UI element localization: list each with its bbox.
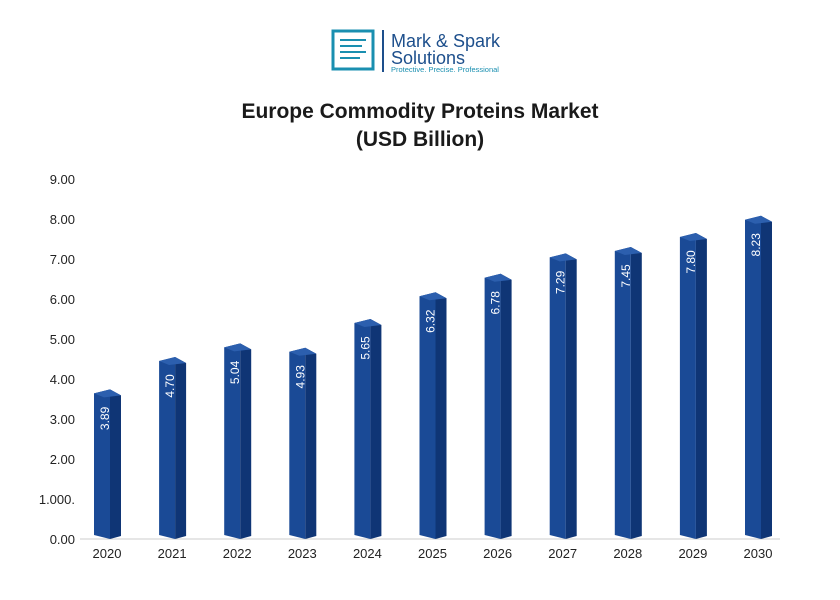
x-tick-label: 2021 (158, 546, 187, 561)
x-tick-label: 2024 (353, 546, 382, 561)
value-label: 4.70 (163, 374, 177, 398)
bar-top (224, 343, 252, 352)
bar-2024: 5.65 (354, 319, 382, 539)
bar-front (745, 215, 761, 540)
bar-front (289, 347, 306, 539)
y-tick-label: 2.00 (50, 452, 75, 467)
y-tick-label: 5.00 (50, 332, 75, 347)
bar-2030: 8.23 (745, 215, 772, 540)
value-label: 8.23 (749, 233, 763, 257)
x-tick-label: 2028 (613, 546, 642, 561)
logo-document-icon (331, 29, 375, 71)
bar-2028: 7.45 (614, 247, 642, 539)
y-tick-label: 3.00 (50, 412, 75, 427)
value-label: 4.93 (293, 365, 307, 389)
bar-side (565, 253, 577, 539)
value-label: 7.29 (554, 270, 568, 294)
bar-top (354, 319, 382, 327)
x-tick-label: 2020 (93, 546, 122, 561)
bar-front (679, 233, 696, 539)
bar-front (94, 389, 110, 539)
y-tick-label: 9.00 (50, 172, 75, 187)
bar-side (761, 215, 772, 540)
chart-title-line1: Europe Commodity Proteins Market (241, 100, 598, 123)
logo-line1: Mark & Spark (391, 31, 501, 51)
x-tick-label: 2025 (418, 546, 447, 561)
x-tick-label: 2030 (744, 546, 773, 561)
y-tick-label: 8.00 (50, 212, 75, 227)
x-tick-label: 2023 (288, 546, 317, 561)
bar-front (614, 247, 631, 539)
logo: Mark & Spark Solutions Protective. Preci… (331, 29, 501, 74)
bar-side (110, 389, 121, 539)
bar-side (435, 292, 447, 539)
bar-side (175, 357, 187, 539)
bar-front (484, 273, 501, 539)
bar-front (419, 292, 436, 539)
x-tick-label: 2027 (548, 546, 577, 561)
bar-side (500, 273, 512, 539)
bar-front (224, 343, 241, 539)
bar-top (614, 247, 642, 255)
chart-title-line2: (USD Billion) (356, 128, 484, 151)
bar-side (305, 347, 317, 539)
bar-top (419, 292, 447, 301)
value-label: 6.32 (424, 309, 438, 333)
bar-top (289, 347, 317, 356)
bar-side (695, 233, 707, 539)
bar-front (354, 319, 371, 539)
bar-2022: 5.04 (224, 343, 252, 539)
bar-2021: 4.70 (159, 357, 187, 539)
value-label: 5.65 (358, 336, 372, 360)
y-tick-label: 6.00 (50, 292, 75, 307)
value-label: 6.78 (489, 291, 503, 315)
bar-top (94, 389, 121, 398)
y-tick-label: 7.00 (50, 252, 75, 267)
y-tick-label: 1.000. (39, 492, 75, 507)
value-label: 7.45 (619, 264, 633, 288)
logo-line2: Solutions (391, 48, 465, 68)
bar-2020: 3.89 (94, 389, 121, 539)
bar-2027: 7.29 (549, 253, 577, 539)
bar-front (159, 357, 176, 539)
x-tick-label: 2026 (483, 546, 512, 561)
bar-side (240, 343, 252, 539)
bar-side (630, 247, 642, 539)
value-label: 5.04 (228, 360, 242, 384)
bar-2023: 4.93 (289, 347, 317, 539)
bar-top (484, 273, 512, 282)
y-tick-label: 4.00 (50, 372, 75, 387)
bar-top (549, 253, 577, 262)
x-tick-label: 2022 (223, 546, 252, 561)
x-tick-label: 2029 (678, 546, 707, 561)
logo-tagline: Protective. Precise. Professional (391, 65, 499, 74)
bar-top (745, 215, 772, 224)
bar-side (370, 319, 382, 539)
bar-top (159, 357, 187, 365)
bar-front (549, 253, 566, 539)
bar-2025: 6.32 (419, 292, 447, 539)
bar-top (679, 233, 707, 241)
bar-2029: 7.80 (679, 233, 707, 539)
y-tick-label: 0.00 (50, 532, 75, 547)
value-label: 7.80 (684, 250, 698, 274)
value-label: 3.89 (98, 406, 112, 430)
bar-2026: 6.78 (484, 273, 512, 539)
